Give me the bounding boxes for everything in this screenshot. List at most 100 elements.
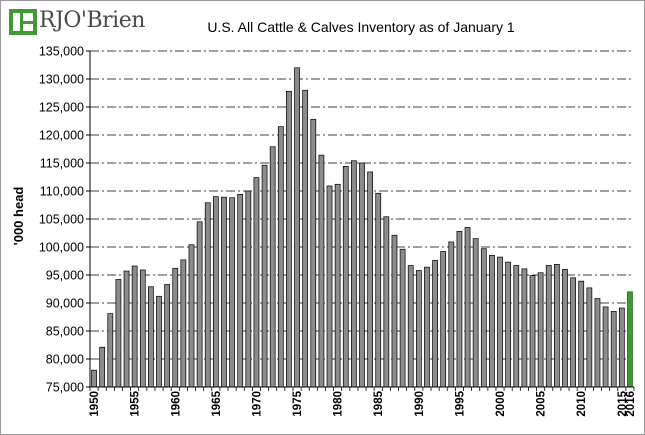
y-tick-label: 100,000 — [39, 241, 84, 255]
bar — [359, 162, 365, 388]
bar — [545, 265, 552, 388]
y-tick-label: 90,000 — [46, 297, 84, 311]
bar — [383, 216, 390, 388]
bar — [172, 267, 179, 388]
bar — [367, 171, 373, 388]
bar — [326, 185, 333, 388]
y-tick-label: 75,000 — [46, 381, 84, 395]
y-tick-label: 130,000 — [39, 73, 84, 87]
bar — [310, 118, 317, 388]
bar — [497, 256, 503, 388]
bar — [415, 270, 422, 388]
x-tick-label: 1990 — [414, 391, 426, 417]
x-tick-label: 2000 — [495, 391, 507, 417]
bar — [188, 244, 195, 388]
bar — [489, 255, 495, 388]
bar — [537, 272, 544, 388]
bar — [212, 196, 219, 388]
bar — [562, 269, 568, 388]
bar — [480, 248, 487, 388]
bar — [521, 268, 528, 388]
bar — [196, 221, 203, 388]
y-tick-label: 80,000 — [46, 353, 84, 367]
y-tick-label: 115,000 — [40, 157, 84, 171]
bar — [553, 264, 560, 388]
bar — [456, 230, 463, 388]
bar — [318, 154, 325, 388]
x-tick-label: 1950 — [89, 391, 101, 417]
bar — [286, 90, 292, 388]
bar — [334, 183, 341, 388]
x-tick-label: 2010 — [576, 391, 588, 417]
bar — [245, 190, 252, 388]
bar — [269, 146, 276, 388]
bar — [139, 269, 146, 388]
bar — [618, 307, 625, 388]
x-tick-label: 1955 — [130, 390, 142, 416]
x-tick-label: 1960 — [170, 391, 182, 417]
bar — [107, 313, 114, 388]
bar — [342, 166, 349, 388]
bar — [570, 277, 576, 388]
bar — [448, 241, 455, 388]
bar — [505, 261, 512, 388]
bar — [253, 177, 260, 388]
bar — [229, 197, 235, 388]
x-tick-label: 2015 — [617, 390, 629, 416]
x-tick-label: 1970 — [251, 391, 263, 417]
bar — [594, 298, 601, 388]
bar — [277, 126, 284, 388]
bar — [529, 275, 536, 388]
bar — [99, 346, 106, 388]
x-tick-label: 2016 — [625, 391, 637, 417]
bar — [115, 279, 122, 388]
bar — [156, 295, 162, 388]
bar — [131, 265, 138, 388]
y-tick-label: 85,000 — [46, 325, 84, 339]
bar — [578, 280, 585, 388]
bar — [610, 311, 617, 388]
x-tick-label: 1995 — [454, 390, 466, 416]
y-tick-label: 95,000 — [46, 269, 84, 283]
bar — [432, 260, 438, 388]
x-axis-ticks: 1950 1955 1960 1965 1970 1975 1980 1985 1990 1995… — [89, 387, 637, 417]
bar — [221, 196, 227, 388]
y-tick-label: 105,000 — [39, 213, 84, 227]
bar — [399, 248, 406, 388]
chart-title: U.S. All Cattle & Calves Inventory as of… — [207, 19, 515, 35]
bar — [627, 291, 633, 388]
x-tick-label: 2005 — [536, 390, 548, 416]
bar — [407, 265, 414, 388]
y-tick-label: 120,000 — [39, 129, 84, 143]
bar — [204, 202, 211, 388]
bar — [472, 238, 479, 388]
y-axis-label: '000 head — [11, 187, 26, 246]
x-tick-label: 1965 — [211, 390, 223, 416]
logo-mark-icon — [9, 9, 37, 35]
bar — [586, 287, 593, 388]
bar — [464, 227, 471, 388]
bar — [294, 67, 300, 388]
logo-wordmark: RJO'Brien — [39, 8, 145, 33]
bar — [123, 270, 130, 388]
y-tick-label: 110,000 — [40, 185, 84, 199]
y-tick-label: 135,000 — [39, 45, 84, 59]
x-tick-label: 1985 — [373, 390, 385, 416]
bar — [237, 194, 244, 388]
bar — [261, 164, 268, 388]
bar — [302, 89, 309, 388]
bar — [424, 266, 430, 388]
bar — [391, 234, 398, 388]
x-tick-label: 1980 — [333, 391, 345, 417]
y-axis-ticks: 75,000 80,000 85,000 90,000 95,000 100,000 105… — [39, 45, 90, 395]
bar — [602, 306, 609, 388]
bar — [513, 265, 520, 388]
bar — [148, 286, 154, 388]
bar — [164, 284, 171, 388]
bar — [91, 369, 97, 388]
y-tick-label: 125,000 — [39, 101, 84, 115]
bar — [180, 259, 187, 388]
bar — [375, 192, 382, 388]
